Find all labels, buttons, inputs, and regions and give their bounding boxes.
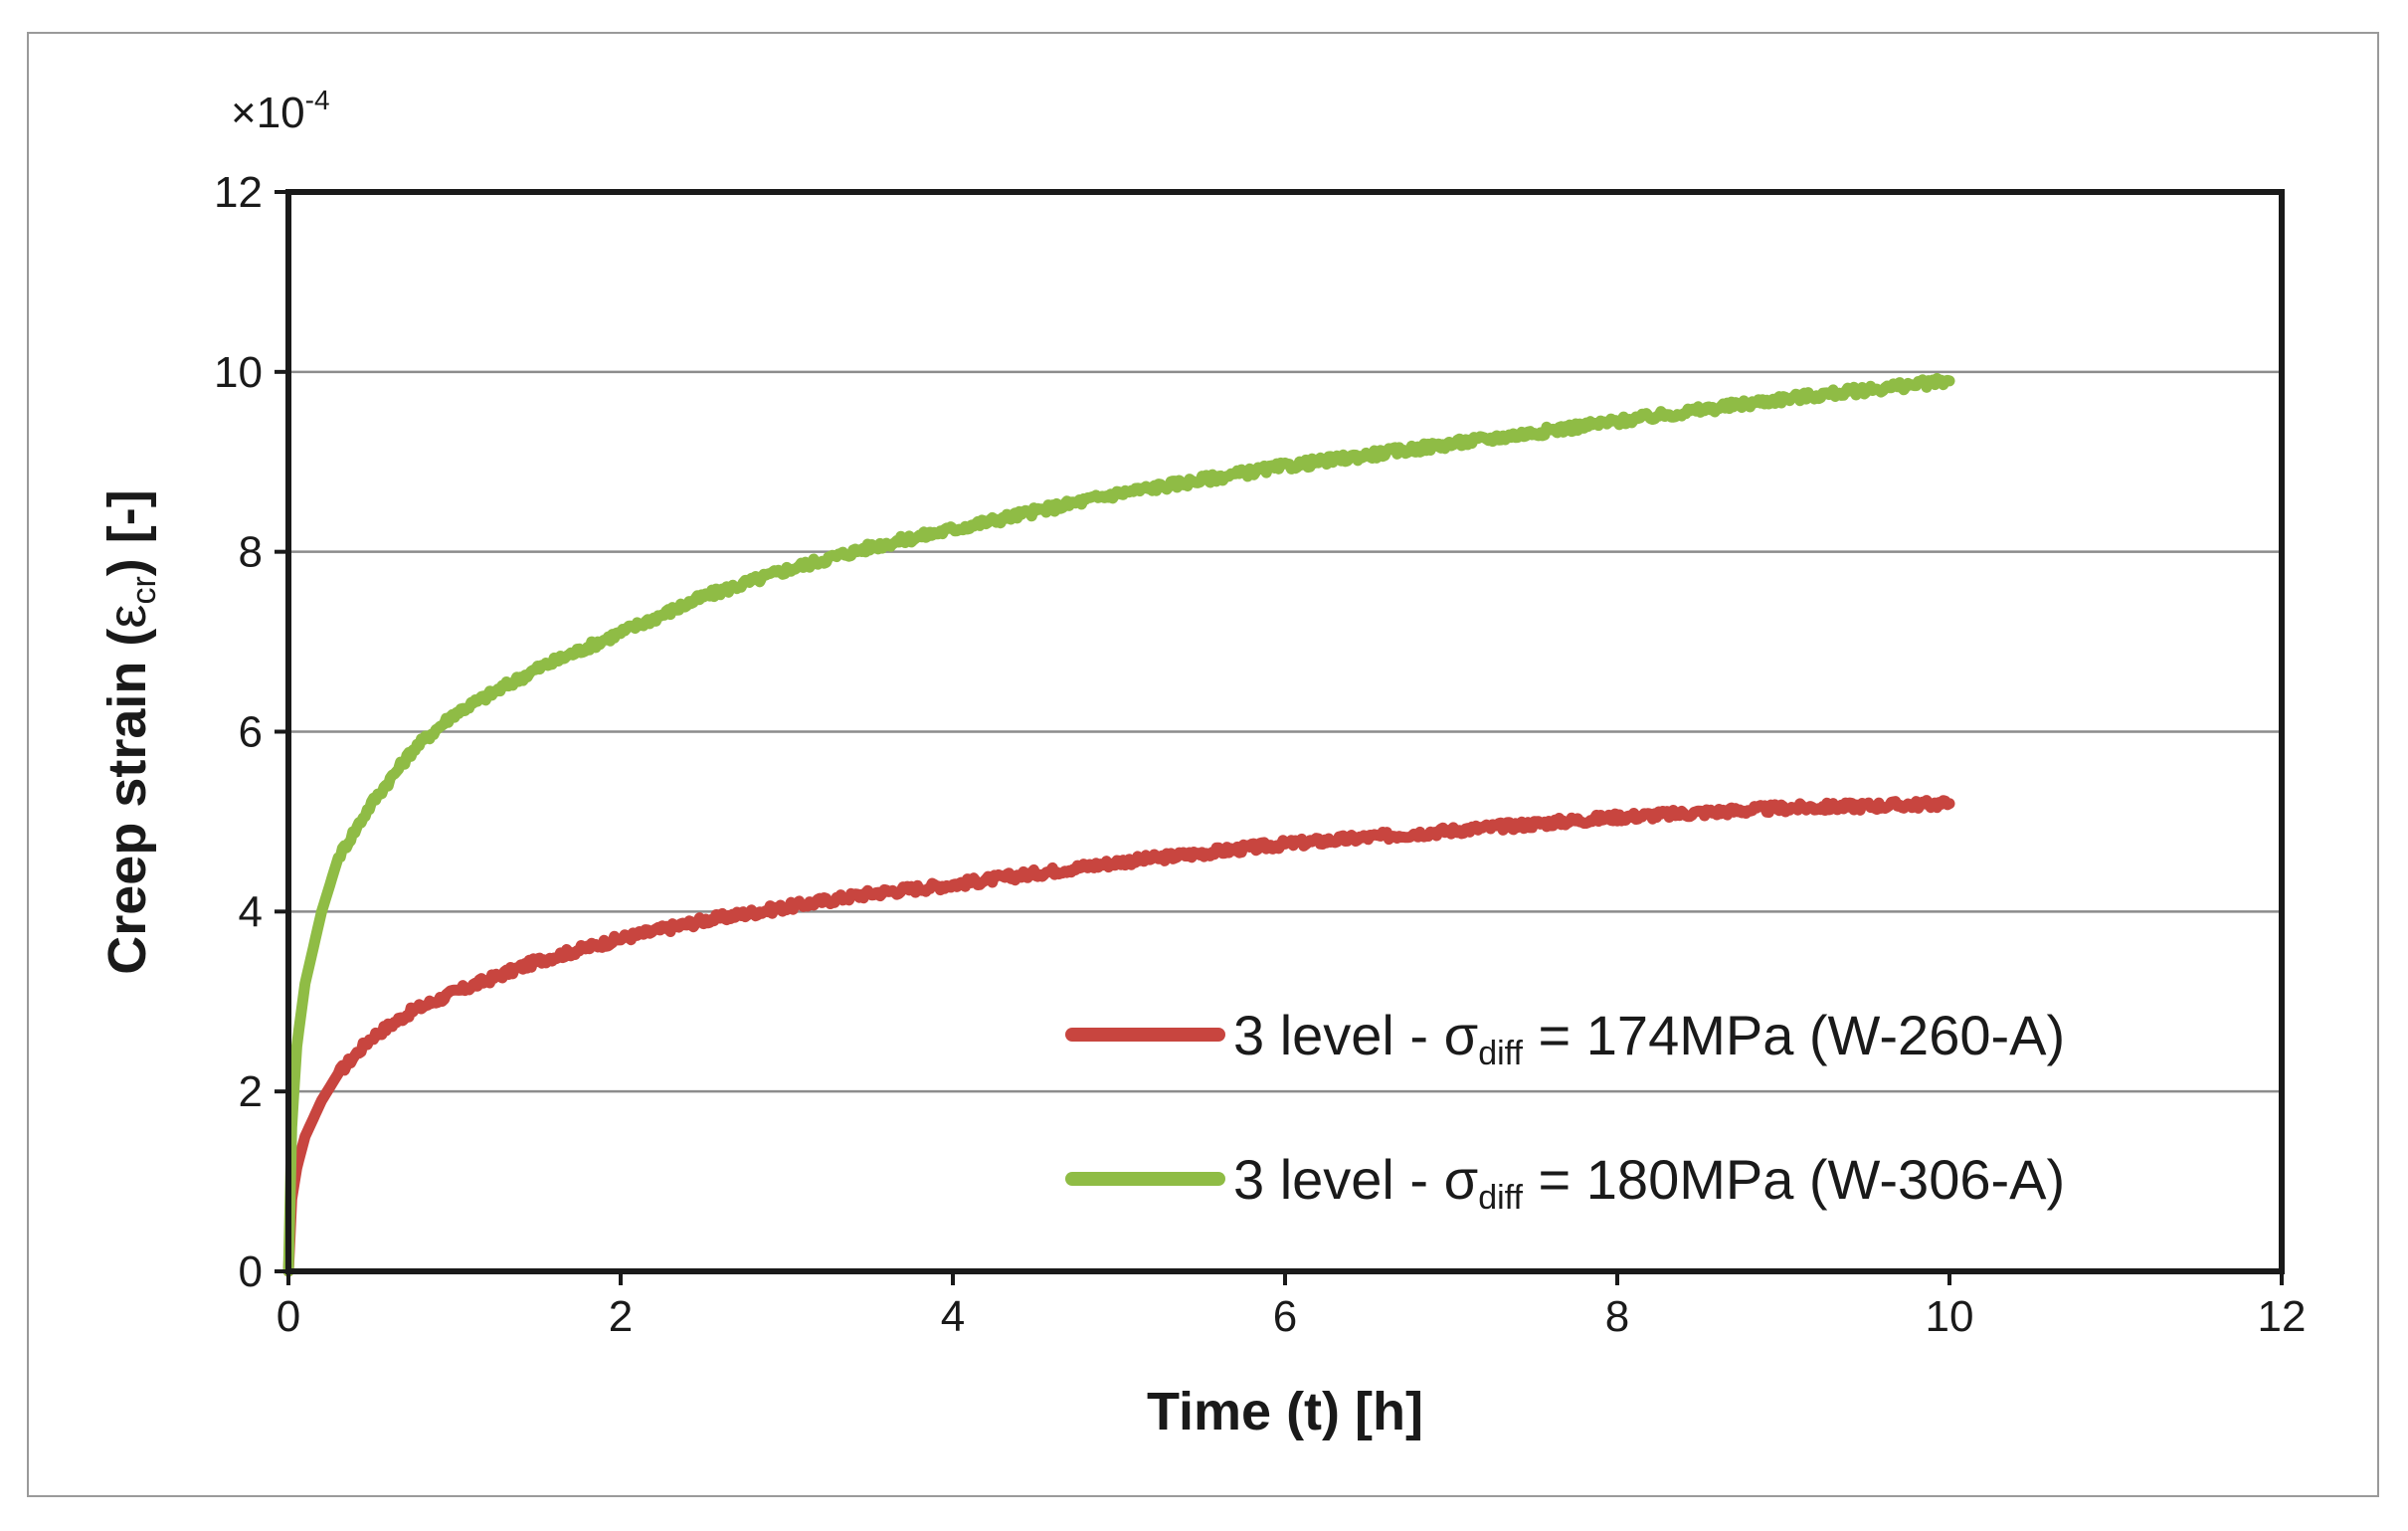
y-tick-label: 10 [214, 348, 263, 397]
x-tick-label: 2 [609, 1292, 633, 1341]
y-tick-label: 2 [239, 1067, 263, 1116]
y-tick-label: 8 [239, 528, 263, 577]
y-axis-title-sub: cr [125, 576, 163, 604]
legend-label-sub: diff [1478, 1179, 1523, 1217]
y-axis-title-text: Creep strain [97, 662, 157, 975]
x-tick-label: 6 [1273, 1292, 1297, 1341]
legend: 3 level - σdiff = 174MPa (W-260-A)3 leve… [1065, 1004, 2065, 1217]
y-tick-label: 6 [239, 708, 263, 757]
grid-lines [288, 370, 2282, 1093]
y-multiplier: ×10-4 [231, 85, 330, 137]
legend-label-prefix: 3 level - [1233, 1004, 1444, 1066]
x-tick-label: 0 [277, 1292, 300, 1341]
x-tick-label: 8 [1605, 1292, 1629, 1341]
series-line-1 [282, 795, 1955, 1277]
legend-label-sub: diff [1478, 1035, 1523, 1072]
y-multiplier-exp: -4 [305, 85, 330, 115]
axis-ticks: 0 2 4 6 8 10 12 0 2 4 6 8 10 12 [214, 168, 2306, 1341]
x-axis-title: Time (t) [h] [1147, 1382, 1423, 1441]
y-tick-label: 12 [214, 168, 263, 217]
x-tick-label: 4 [941, 1292, 965, 1341]
legend-label-2: 3 level - σdiff = 180MPa (W-306-A) [1233, 1148, 2065, 1217]
series-layer [282, 372, 1955, 1277]
legend-label-suffix: = 174MPa (W-260-A) [1523, 1004, 2065, 1066]
legend-label-prefix: 3 level - [1233, 1148, 1444, 1211]
chart-frame [27, 32, 2379, 1497]
y-multiplier-base: ×10 [231, 89, 305, 137]
legend-label-sigma: σ [1444, 1148, 1479, 1211]
y-axis-title-unit: [-] [97, 489, 157, 543]
y-axis-title-symbol: ε [97, 605, 157, 629]
y-axis-title: Creep strain (εcr) [-] [97, 489, 163, 974]
legend-label-1: 3 level - σdiff = 174MPa (W-260-A) [1233, 1004, 2065, 1072]
x-tick-label: 12 [2258, 1292, 2307, 1341]
y-tick-label: 0 [239, 1247, 263, 1296]
legend-label-sigma: σ [1444, 1004, 1479, 1066]
y-tick-label: 4 [239, 887, 263, 936]
legend-label-suffix: = 180MPa (W-306-A) [1523, 1148, 2065, 1211]
series-line-2 [282, 372, 1955, 1277]
x-tick-label: 10 [1926, 1292, 1974, 1341]
